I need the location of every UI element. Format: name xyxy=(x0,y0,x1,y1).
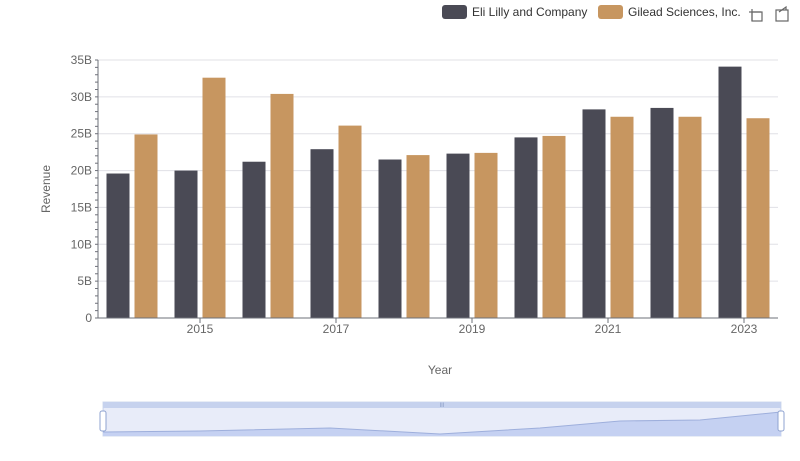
y-tick-label: 30B xyxy=(71,90,92,104)
data-zoom-top-bar[interactable] xyxy=(103,402,781,408)
bar-gilead-2016[interactable] xyxy=(270,93,294,318)
bar-eli-lilly-2019[interactable] xyxy=(446,153,470,318)
x-tick-label: 2023 xyxy=(731,322,758,336)
y-tick-label: 10B xyxy=(71,237,92,251)
bar-gilead-2019[interactable] xyxy=(474,152,498,318)
legend-item-gilead[interactable]: Gilead Sciences, Inc. xyxy=(598,5,741,19)
bar-eli-lilly-2020[interactable] xyxy=(514,137,538,318)
data-zoom-preview-area xyxy=(103,412,781,436)
data-zoom-handle-left[interactable] xyxy=(99,410,107,432)
y-tick-label: 5B xyxy=(77,274,92,288)
y-tick-label: 0 xyxy=(85,311,92,325)
bars xyxy=(106,66,770,319)
bar-eli-lilly-2023[interactable] xyxy=(718,66,742,319)
bar-eli-lilly-2016[interactable] xyxy=(242,161,266,318)
x-axis-title: Year xyxy=(428,363,452,377)
grid-lines xyxy=(98,59,778,282)
x-tick-label: 2015 xyxy=(187,322,214,336)
legend-swatch-gilead xyxy=(598,5,623,19)
data-zoom-grip[interactable]: III xyxy=(439,403,444,409)
bar-eli-lilly-2015[interactable] xyxy=(174,170,198,318)
data-zoom-preview-line xyxy=(102,411,782,435)
zoom-icon[interactable] xyxy=(749,9,763,22)
y-tick-label: 35B xyxy=(71,53,92,67)
bar-gilead-2021[interactable] xyxy=(610,116,634,318)
bar-eli-lilly-2021[interactable] xyxy=(582,109,606,318)
bar-gilead-2017[interactable] xyxy=(338,125,362,318)
y-tick-label: 15B xyxy=(71,200,92,214)
bar-gilead-2014[interactable] xyxy=(134,134,158,318)
legend-label-eli-lilly: Eli Lilly and Company xyxy=(472,5,587,19)
y-tick-label: 20B xyxy=(71,164,92,178)
bar-gilead-2022[interactable] xyxy=(678,116,702,318)
bar-gilead-2020[interactable] xyxy=(542,135,566,318)
bar-eli-lilly-2018[interactable] xyxy=(378,159,402,318)
x-tick-label: 2017 xyxy=(323,322,350,336)
x-tick-labels: 2015 2017 2019 2021 2023 xyxy=(187,318,758,336)
bar-gilead-2015[interactable] xyxy=(202,77,226,318)
data-zoom-slider[interactable]: III xyxy=(99,401,785,437)
bar-eli-lilly-2014[interactable] xyxy=(106,173,130,318)
legend-item-eli-lilly[interactable]: Eli Lilly and Company xyxy=(442,5,587,19)
legend-swatch-eli-lilly xyxy=(442,5,467,19)
bar-eli-lilly-2022[interactable] xyxy=(650,107,674,319)
legend: Eli Lilly and Company Gilead Sciences, I… xyxy=(442,5,741,19)
x-tick-label: 2021 xyxy=(595,322,622,336)
x-tick-label: 2019 xyxy=(459,322,486,336)
bar-gilead-2023[interactable] xyxy=(746,118,770,318)
data-zoom-handle-right[interactable] xyxy=(777,410,785,432)
y-axis-title: Revenue xyxy=(39,165,53,213)
bar-gilead-2018[interactable] xyxy=(406,155,430,318)
y-tick-label: 25B xyxy=(71,127,92,141)
bar-eli-lilly-2017[interactable] xyxy=(310,149,334,318)
legend-label-gilead: Gilead Sciences, Inc. xyxy=(628,5,741,19)
restore-icon[interactable] xyxy=(775,5,789,22)
y-tick-labels: 0 5B 10B 15B 20B 25B 30B 35B xyxy=(71,53,93,325)
